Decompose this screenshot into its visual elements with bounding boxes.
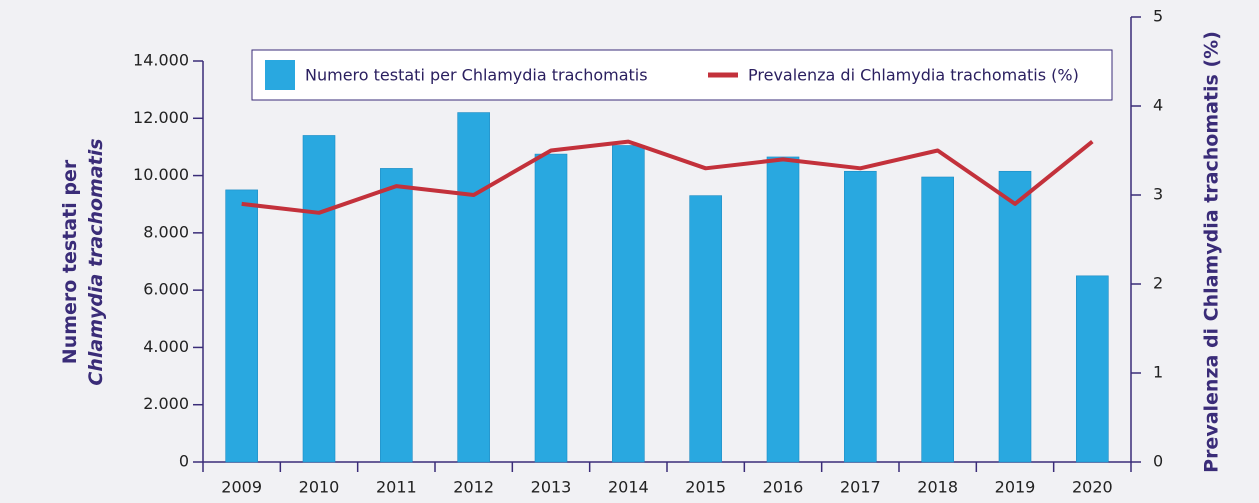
y-tick-label: 6.000 [143, 280, 189, 299]
y-tick-label: 8.000 [143, 222, 189, 241]
x-tick-label: 2019 [995, 478, 1036, 497]
y-tick-label: 0 [179, 452, 189, 471]
legend-label: Prevalenza di Chlamydia trachomatis (%) [748, 66, 1079, 85]
y-axis-title-line: Chlamydia trachomatis [85, 138, 107, 385]
y-axis-title-line: Numero testati per [59, 159, 81, 364]
bar [302, 135, 336, 463]
y2-tick-label: 3 [1153, 185, 1163, 204]
bar [612, 145, 645, 463]
bar [380, 168, 413, 463]
y-tick-label: 10.000 [133, 165, 189, 184]
bar [225, 189, 258, 463]
x-tick-label: 2018 [917, 478, 958, 497]
y2-axis-title: Prevalenza di Chlamydia trachomatis (%) [1201, 31, 1223, 473]
y2-tick-label: 4 [1153, 96, 1163, 115]
y-tick-label: 4.000 [143, 337, 189, 356]
x-tick-label: 2010 [299, 478, 340, 497]
bar [998, 170, 1032, 463]
y2-tick-label: 5 [1153, 7, 1163, 26]
bar [921, 176, 954, 463]
y-tick-label: 12.000 [133, 108, 189, 127]
x-tick-label: 2020 [1072, 478, 1113, 497]
y2-tick-label: 2 [1153, 274, 1163, 293]
bar [844, 170, 877, 463]
x-tick-label: 2016 [763, 478, 804, 497]
x-tick-label: 2011 [376, 478, 417, 497]
legend-swatch [265, 60, 295, 90]
y2-tick-label: 0 [1153, 452, 1163, 471]
x-tick-label: 2009 [221, 478, 262, 497]
y-tick-label: 14.000 [133, 51, 189, 70]
y-tick-label: 2.000 [143, 394, 189, 413]
y2-tick-label: 1 [1153, 363, 1163, 382]
x-tick-label: 2015 [685, 478, 726, 497]
y-axis-title: Numero testati per Chlamydia trachomatis [59, 138, 107, 385]
bar [534, 153, 568, 463]
x-tick-label: 2012 [453, 478, 494, 497]
bar [766, 156, 800, 463]
bar [1076, 275, 1109, 463]
bar [689, 195, 722, 463]
x-tick-label: 2017 [840, 478, 881, 497]
legend-box [251, 49, 1113, 101]
legend-label: Numero testati per Chlamydia trachomatis [305, 66, 648, 85]
x-tick-label: 2013 [531, 478, 572, 497]
x-tick-label: 2014 [608, 478, 649, 497]
bar [457, 112, 490, 463]
line [241, 139, 1094, 215]
